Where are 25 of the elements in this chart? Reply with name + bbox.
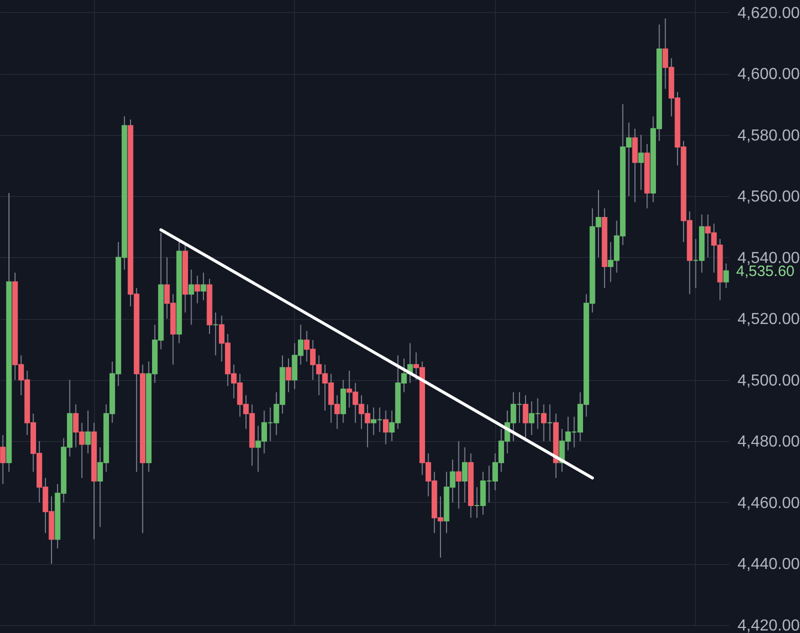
y-tick-label: 4,560.00 xyxy=(738,188,800,206)
candlestick xyxy=(723,262,729,288)
y-tick-label: 4,460.00 xyxy=(738,494,800,512)
candlestick xyxy=(200,272,206,301)
candlestick xyxy=(547,404,553,442)
y-tick-label: 4,500.00 xyxy=(738,372,800,390)
candlestick xyxy=(188,269,194,326)
candlestick xyxy=(286,358,292,393)
candlestick xyxy=(541,404,547,442)
candlestick xyxy=(0,434,6,485)
y-tick-label: 4,600.00 xyxy=(738,66,800,84)
y-tick-label: 4,520.00 xyxy=(738,311,800,328)
candlestick xyxy=(638,134,644,190)
y-tick-label: 4,540.00 xyxy=(738,250,800,267)
candlestick xyxy=(85,410,91,454)
y-tick-label: 4,620.00 xyxy=(738,4,800,22)
candlestick xyxy=(382,410,389,445)
y-tick-label: 4,480.00 xyxy=(738,434,800,451)
candlestick xyxy=(462,446,468,503)
y-tick-label: 4,420.00 xyxy=(738,618,800,633)
candlestick xyxy=(456,440,462,510)
y-tick-label: 4,440.00 xyxy=(738,556,800,574)
candlestick xyxy=(194,275,200,304)
candlestick xyxy=(212,312,218,356)
y-tick-label: 4,580.00 xyxy=(738,127,800,144)
